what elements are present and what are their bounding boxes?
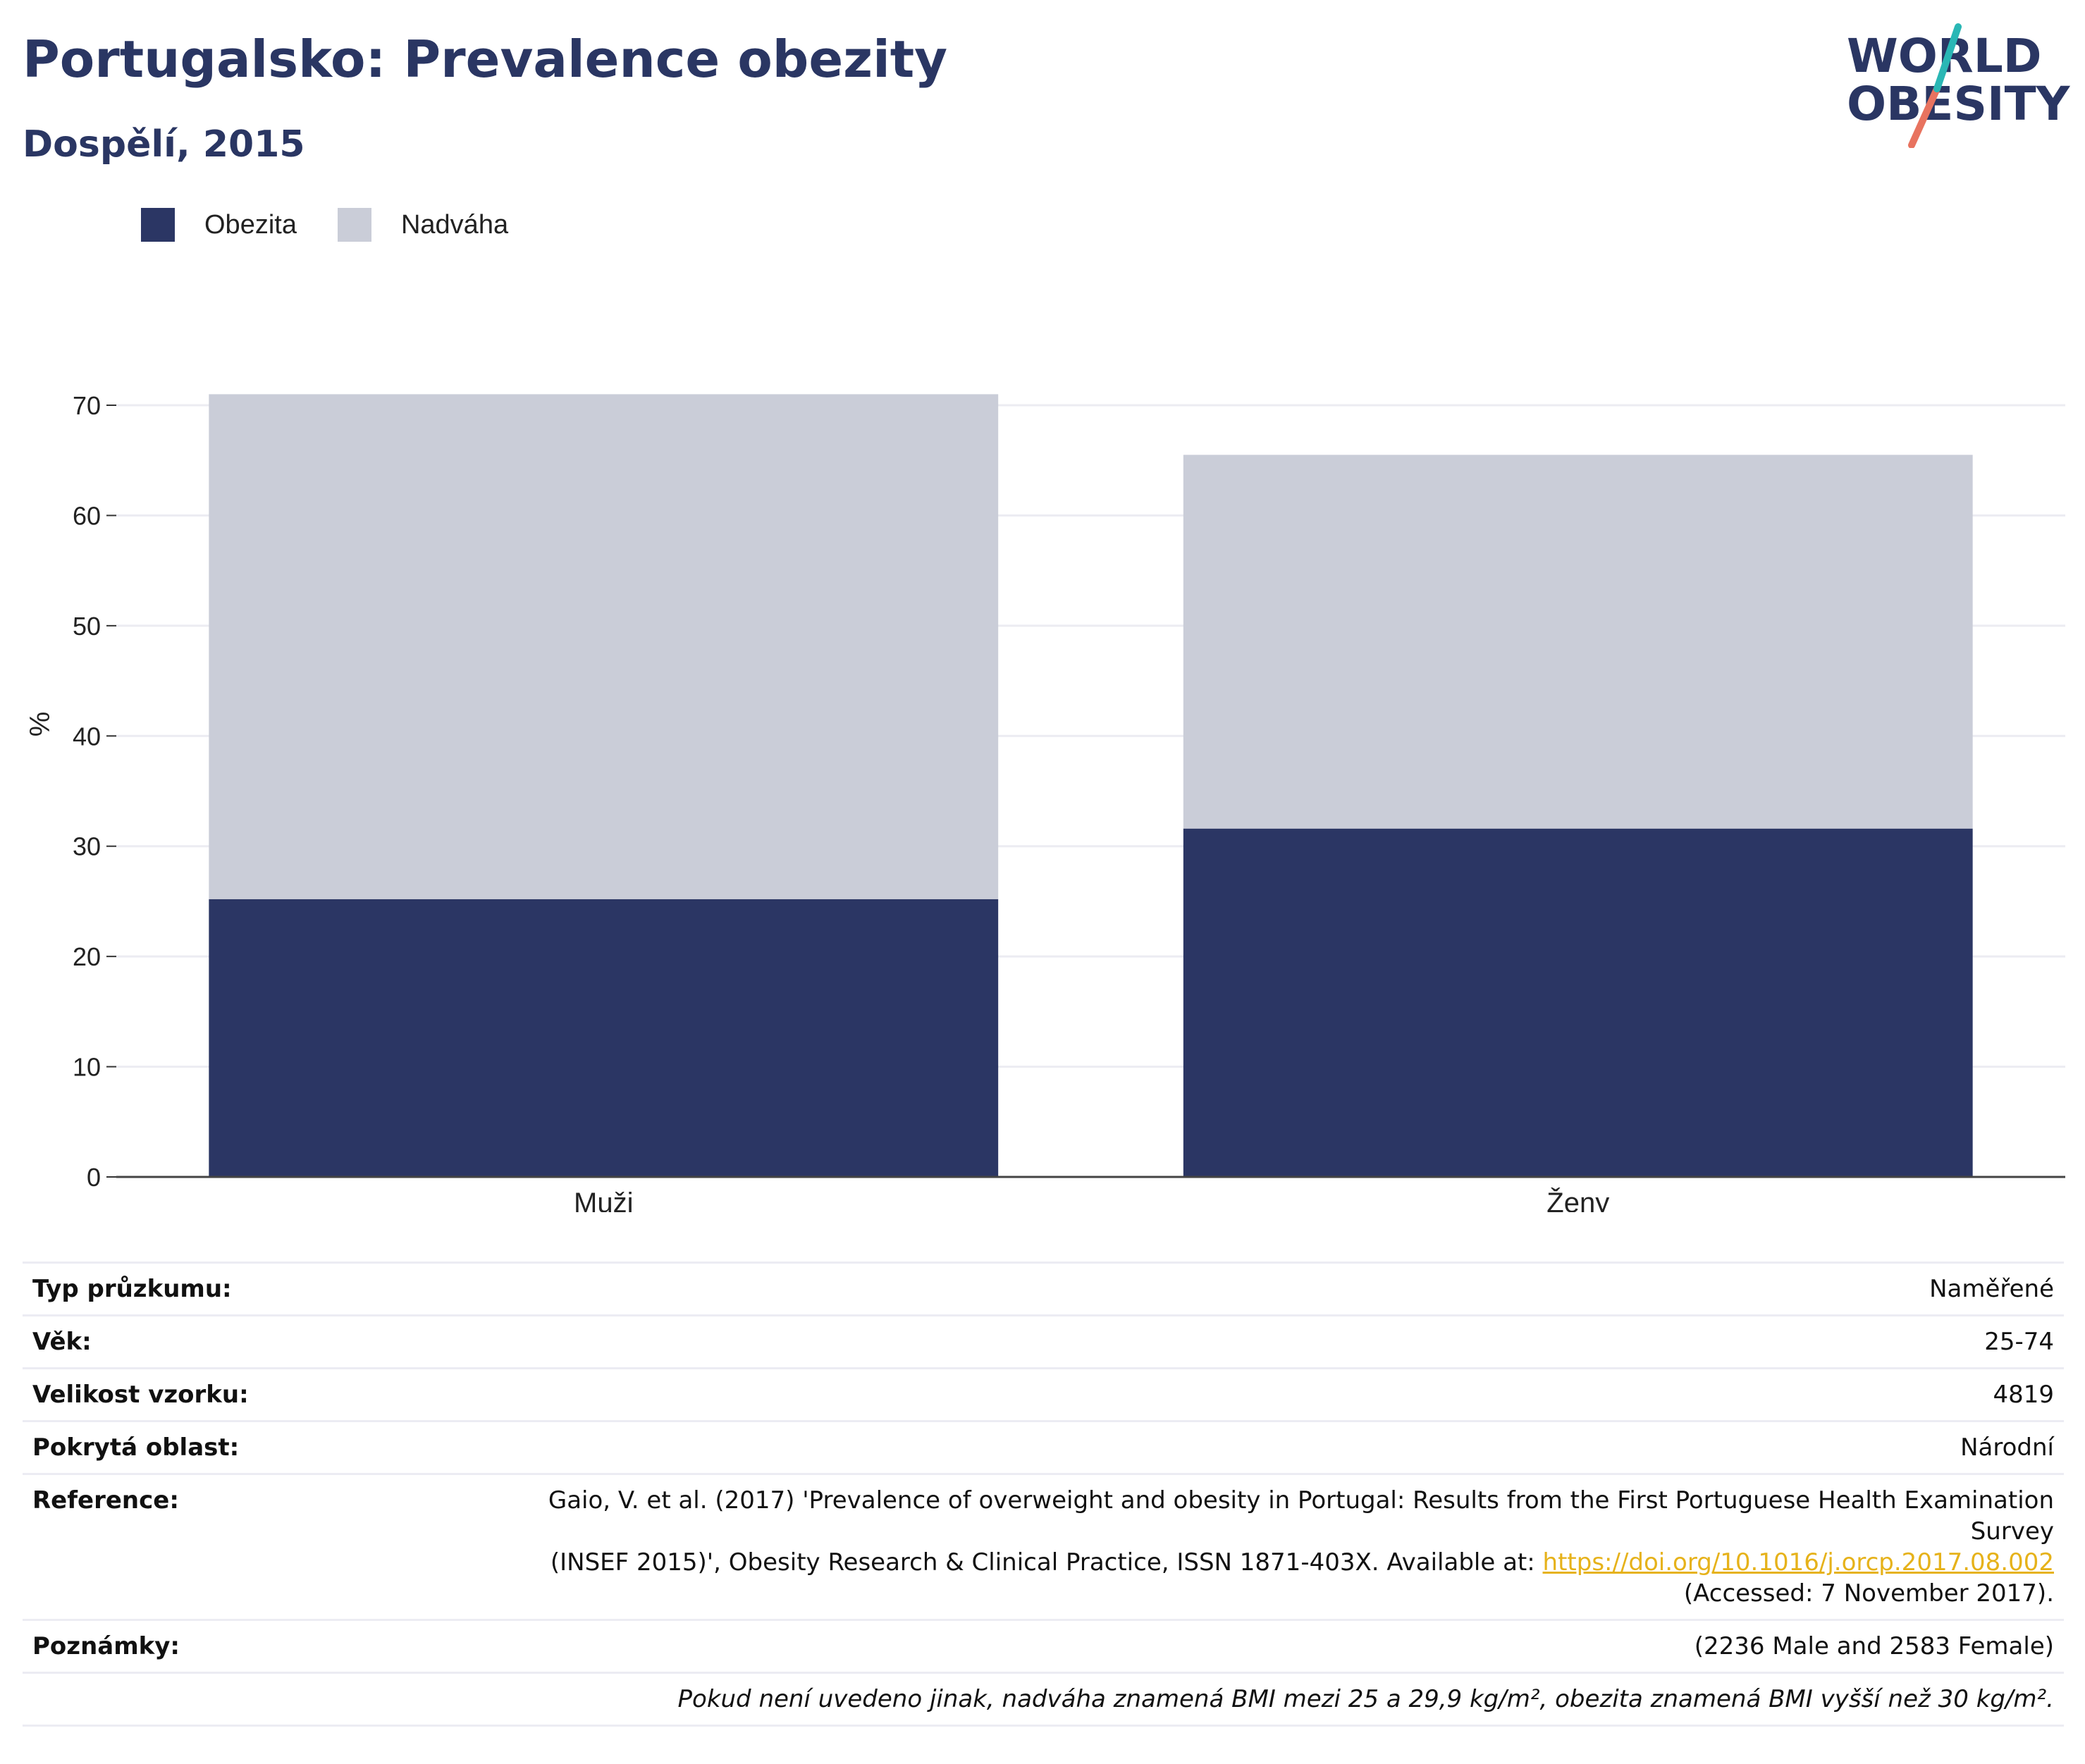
- legend-item-nadvaha[interactable]: Nadváha: [337, 208, 509, 242]
- x-tick-label: Muži: [574, 1188, 633, 1212]
- info-row: Typ průzkumu: Naměřené: [23, 1262, 2064, 1316]
- notes-key: Poznámky:: [23, 1619, 465, 1673]
- info-key: Věk:: [23, 1314, 465, 1369]
- legend-label-obezita: Obezita: [204, 209, 297, 240]
- stacked-bar-chart: 0 10 20 30 40 50 60 70% Muži Ženy: [25, 391, 2065, 1212]
- reference-link[interactable]: https://doi.org/10.1016/j.orcp.2017.08.0…: [1542, 1548, 2054, 1577]
- world-obesity-logo: WORLD OBESITY: [1847, 23, 2071, 148]
- notes-row: Poznámky: (2236 Male and 2583 Female): [23, 1619, 2064, 1673]
- legend-item-obezita[interactable]: Obezita: [141, 208, 297, 242]
- info-row: Věk: 25-74: [23, 1314, 2064, 1369]
- y-tick-label: 10: [73, 1053, 101, 1082]
- y-axis-label: %: [25, 712, 56, 737]
- bar-nadváha: [1183, 455, 1973, 829]
- info-key: Velikost vzorku:: [23, 1367, 465, 1421]
- legend-swatch-nadvaha: [337, 208, 371, 242]
- bar-obezita: [209, 899, 999, 1177]
- info-value: Naměřené: [465, 1262, 2064, 1316]
- legend-label-nadvaha: Nadváha: [400, 209, 509, 240]
- info-key: Typ průzkumu:: [23, 1262, 465, 1316]
- chart-legend: Obezita Nadváha: [141, 208, 549, 242]
- bar-obezita: [1183, 828, 1973, 1177]
- reference-value: Gaio, V. et al. (2017) 'Prevalence of ov…: [465, 1473, 2064, 1620]
- reference-key: Reference:: [23, 1473, 465, 1620]
- info-value: Národní: [465, 1420, 2064, 1474]
- legend-swatch-obezita: [141, 208, 175, 242]
- reference-text-2: (INSEF 2015)', Obesity Research & Clinic…: [550, 1548, 1543, 1577]
- y-tick-label: 0: [87, 1163, 101, 1192]
- footnote-row: Pokud není uvedeno jinak, nadváha znamen…: [23, 1672, 2064, 1727]
- info-row: Velikost vzorku: 4819: [23, 1367, 2064, 1421]
- y-tick-label: 70: [73, 391, 101, 420]
- y-tick-label: 20: [73, 942, 101, 971]
- notes-value: (2236 Male and 2583 Female): [465, 1619, 2064, 1673]
- page-subtitle: Dospělí, 2015: [23, 123, 305, 166]
- info-value: 4819: [465, 1367, 2064, 1421]
- logo-line2: OBESITY: [1847, 77, 2071, 131]
- y-tick-label: 50: [73, 612, 101, 641]
- x-tick-label: Ženy: [1546, 1187, 1609, 1212]
- survey-info-table: Typ průzkumu: Naměřené Věk: 25-74 Veliko…: [23, 1262, 2064, 1727]
- footnote: Pokud není uvedeno jinak, nadváha znamen…: [23, 1672, 2064, 1727]
- reference-row: Reference: Gaio, V. et al. (2017) 'Preva…: [23, 1473, 2064, 1620]
- reference-text-3: (Accessed: 7 November 2017).: [1683, 1579, 2054, 1608]
- y-tick-label: 40: [73, 722, 101, 751]
- info-value: 25-74: [465, 1314, 2064, 1369]
- page-title: Portugalsko: Prevalence obezity: [23, 30, 948, 89]
- info-key: Pokrytá oblast:: [23, 1420, 465, 1474]
- bar-nadváha: [209, 394, 999, 899]
- reference-text-1: Gaio, V. et al. (2017) 'Prevalence of ov…: [548, 1486, 2054, 1546]
- y-tick-label: 60: [73, 501, 101, 530]
- y-tick-label: 30: [73, 832, 101, 861]
- info-row: Pokrytá oblast: Národní: [23, 1420, 2064, 1474]
